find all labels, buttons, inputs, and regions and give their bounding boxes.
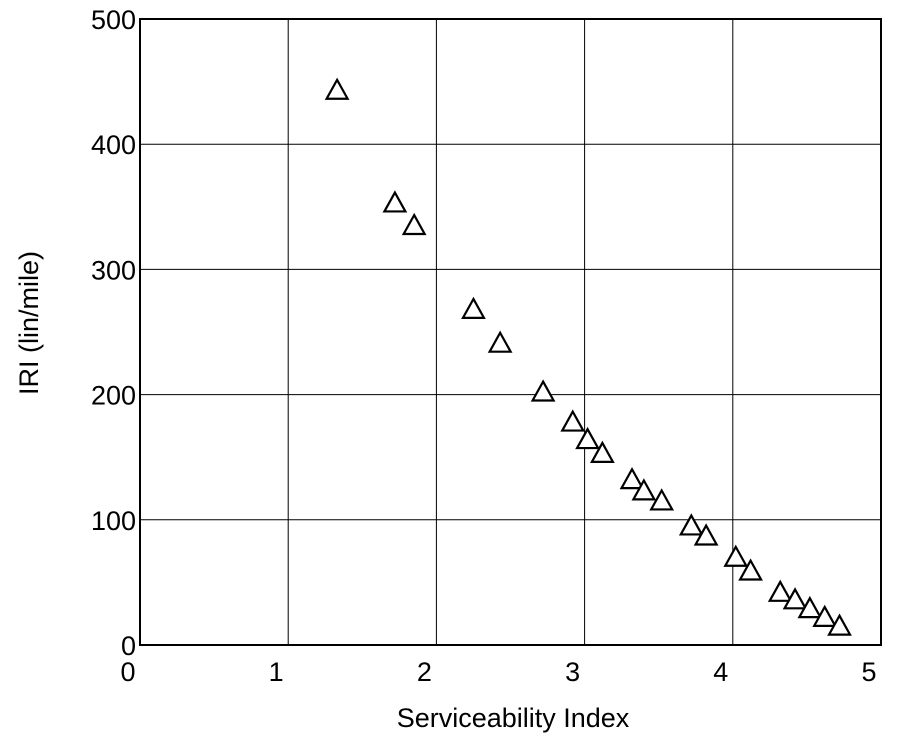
- x-tick-label: 2: [417, 657, 432, 687]
- data-point: [631, 478, 657, 501]
- data-point: [530, 379, 556, 402]
- x-axis-title: Serviceability Index: [397, 703, 630, 733]
- data-point: [487, 330, 513, 353]
- data-point: [693, 523, 719, 546]
- data-point: [401, 212, 427, 236]
- data-point: [461, 296, 486, 319]
- x-tick-label: 0: [120, 657, 135, 687]
- data-point: [619, 466, 645, 490]
- grid-lines: [140, 19, 881, 645]
- x-tick-label: 4: [713, 657, 728, 687]
- y-tick-label: 200: [91, 381, 136, 411]
- y-tick-label: 400: [91, 130, 136, 160]
- plot-frame: [139, 18, 882, 646]
- x-tick-labels: 0 1 2 3 4 5: [120, 657, 876, 687]
- y-tick-labels: 0 100 200 300 400 500: [91, 5, 136, 661]
- data-point: [649, 488, 675, 511]
- data-point: [590, 440, 615, 463]
- data-point: [560, 409, 586, 432]
- data-point: [382, 190, 408, 213]
- y-tick-label: 300: [91, 255, 136, 285]
- data-point: [723, 544, 749, 567]
- y-tick-label: 500: [91, 5, 136, 35]
- data-point: [827, 613, 852, 636]
- data-point: [738, 558, 763, 581]
- data-point: [575, 426, 600, 450]
- data-point: [767, 579, 793, 602]
- y-axis-title: IRI (lin/mile): [14, 251, 44, 395]
- y-tick-label: 0: [121, 631, 136, 661]
- data-points: [324, 77, 852, 636]
- x-tick-label: 5: [861, 657, 876, 687]
- data-point: [678, 513, 704, 536]
- data-point: [324, 77, 350, 100]
- x-tick-label: 3: [565, 657, 580, 687]
- data-point: [782, 587, 808, 610]
- data-point: [812, 604, 838, 627]
- data-point: [797, 595, 823, 619]
- y-tick-label: 100: [91, 506, 136, 536]
- x-tick-label: 1: [269, 657, 284, 687]
